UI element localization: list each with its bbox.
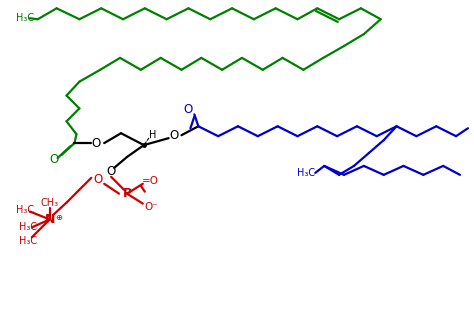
Text: N: N xyxy=(45,213,55,226)
Text: O: O xyxy=(91,137,101,150)
Text: H₃C: H₃C xyxy=(298,168,316,178)
Text: H₃C: H₃C xyxy=(19,222,37,232)
Text: O: O xyxy=(93,173,103,186)
Text: H₃C: H₃C xyxy=(19,236,37,246)
Text: H₃C: H₃C xyxy=(16,204,34,214)
Text: H: H xyxy=(149,130,156,140)
Text: ⊕: ⊕ xyxy=(55,213,62,222)
Text: O: O xyxy=(184,103,193,116)
Text: O⁻: O⁻ xyxy=(144,202,158,212)
Text: CH₃: CH₃ xyxy=(41,198,59,208)
Text: O: O xyxy=(169,129,178,142)
Text: O: O xyxy=(49,154,58,166)
Text: =O: =O xyxy=(142,176,159,186)
Text: P: P xyxy=(122,187,132,200)
Text: O: O xyxy=(107,165,116,178)
Text: H₃C: H₃C xyxy=(16,13,34,23)
